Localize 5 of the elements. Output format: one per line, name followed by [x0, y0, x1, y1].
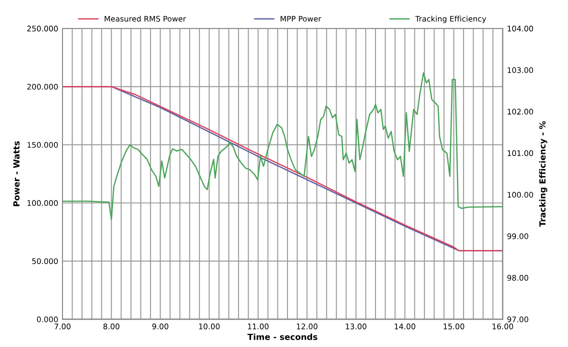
line-series	[62, 72, 503, 220]
line-series	[62, 86, 503, 252]
y-axis-title: Power - Watts	[13, 141, 20, 206]
x-axis-title: Time - seconds	[247, 334, 318, 340]
y2-axis-title: Tracking Efficiency - %	[539, 121, 548, 227]
